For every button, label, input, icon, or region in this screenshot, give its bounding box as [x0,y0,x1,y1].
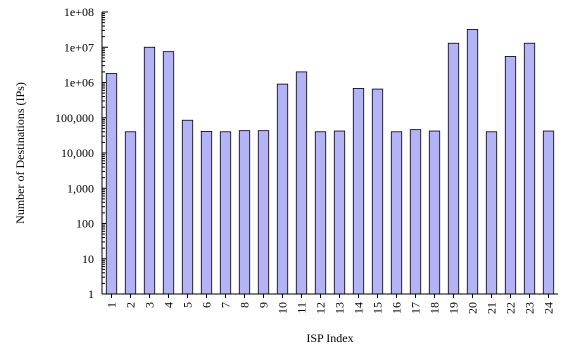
bar-isp-4 [162,51,175,295]
bar-isp-9 [257,130,270,295]
bar-isp-12 [314,131,327,295]
x-tick-label: 17 [409,302,423,314]
y-tick-label: 1,000 [67,181,94,195]
bar-isp-3 [143,46,156,295]
y-axis-ticks: 1 10 100 1,000 10,000 100,000 1e+06 1e+07 1e+08 [55,5,108,301]
x-tick-label: 19 [447,302,461,314]
y-tick-label: 100,000 [55,111,94,125]
bar-isp-16 [390,131,403,295]
y-tick-label: 100 [76,217,94,231]
y-tick-label: 10 [82,252,94,266]
x-tick-label: 10 [276,302,290,314]
bar-isp-15 [371,88,384,295]
bar-isp-11 [295,71,308,295]
bars [105,29,555,295]
bar-isp-24 [542,130,555,295]
bar-isp-5 [181,119,194,295]
bar-isp-17 [409,129,422,295]
x-tick-label: 9 [257,302,271,308]
x-tick-label: 24 [542,302,556,314]
x-tick-label: 16 [390,302,404,314]
bar-isp-19 [447,42,460,295]
x-tick-label: 3 [143,302,157,308]
bar-isp-13 [333,130,346,295]
bar-isp-8 [238,130,251,295]
bar-isp-14 [352,88,365,295]
x-tick-label: 1 [105,302,119,308]
x-tick-label: 12 [314,302,328,314]
bar-isp-6 [200,130,213,295]
x-tick-label: 23 [523,302,537,314]
y-axis-title: Number of Destinations (IPs) [13,82,27,224]
x-tick-label: 11 [295,302,309,314]
x-tick-label: 7 [219,302,233,308]
x-tick-label: 8 [238,302,252,308]
bar-isp-2 [124,131,137,295]
bar-isp-20 [466,29,479,295]
x-axis-title: ISP Index [306,331,353,345]
x-tick-label: 13 [333,302,347,314]
y-tick-label: 1 [88,287,94,301]
y-tick-label: 1e+07 [64,40,94,54]
bar-isp-22 [504,56,517,295]
y-tick-label: 1e+08 [64,5,94,19]
y-tick-label: 1e+06 [64,76,94,90]
x-tick-label: 21 [485,302,499,314]
x-tick-label: 15 [371,302,385,314]
bar-isp-10 [276,83,289,295]
bar-isp-18 [428,130,441,295]
bar-isp-1 [105,73,118,295]
x-tick-label: 4 [162,302,176,308]
x-tick-label: 2 [124,302,138,308]
x-tick-label: 20 [466,302,480,314]
bar-isp-23 [523,42,536,295]
bar-isp-21 [485,131,498,295]
x-tick-label: 18 [428,302,442,314]
x-tick-label: 22 [504,302,518,314]
x-axis-ticks: 1 2 3 4 5 6 7 8 9 10 11 12 13 14 15 16 17 18 19 20 21 22 23 24 [105,294,556,314]
x-tick-label: 5 [181,302,195,308]
bar-isp-7 [219,131,232,295]
x-tick-label: 14 [352,302,366,314]
x-tick-label: 6 [200,302,214,308]
y-tick-label: 10,000 [61,146,94,160]
